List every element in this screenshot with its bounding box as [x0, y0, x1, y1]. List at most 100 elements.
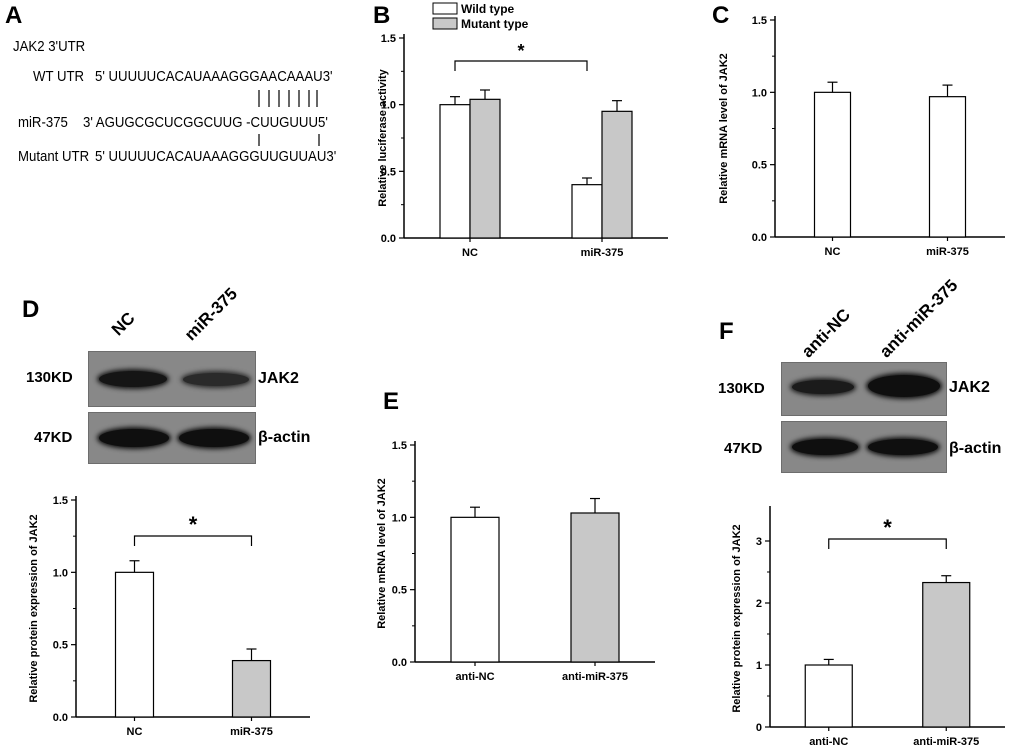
panel-letter-e: E: [383, 388, 400, 415]
blot-d-protein-jak2: JAK2: [258, 370, 299, 387]
x-tick-label: NC: [825, 246, 841, 258]
y-tick-label: 0.0: [752, 232, 767, 244]
x-tick-label: anti-miR-375: [913, 736, 979, 748]
x-tick-label: miR-375: [581, 247, 624, 259]
y-tick-label: 1.5: [392, 440, 407, 452]
y-axis-label: Relative mRNA level of JAK2: [718, 53, 730, 204]
bar: [450, 516, 500, 663]
legend-label: Mutant type: [461, 17, 529, 31]
blot-band: [183, 373, 249, 386]
blot-d-size-jak2: 130KD: [26, 369, 73, 386]
mir375-label: miR-375: [18, 114, 68, 131]
significance-star: *: [517, 41, 524, 61]
blot-d-size-actin: 47KD: [34, 429, 73, 446]
y-tick-label: 0: [756, 722, 762, 734]
legend-label: Wild type: [461, 2, 515, 16]
chart-c-mrna: 0.0 0.5 1.0 1.5 NC miR-375 Relative mRNA level…: [718, 15, 1005, 258]
x-tick-label: miR-375: [230, 726, 273, 738]
mir375-sequence: 3' AGUGCGCUCGGCUUG -CUUGUUU5': [83, 114, 328, 131]
blot-f-size-actin: 47KD: [724, 440, 763, 457]
chart-f-protein: 0 1 2 3 anti-NC anti-miR-375 Relative protein …: [731, 506, 1005, 748]
bar: [570, 512, 620, 663]
x-tick-label: anti-NC: [809, 736, 848, 748]
panel-letter-d: D: [22, 296, 40, 323]
blot-d-actin-strip: [88, 412, 256, 464]
y-axis-label: Relative mRNA level of JAK2: [376, 478, 388, 629]
y-axis-label: Relative protein expression of JAK2: [731, 524, 743, 712]
x-tick-label: NC: [462, 247, 478, 259]
x-tick-label: anti-NC: [455, 671, 494, 683]
y-tick-label: 0.0: [53, 712, 68, 724]
panel-letter-b: B: [373, 2, 391, 29]
y-tick-label: 1.0: [381, 100, 396, 112]
mutant-utr-label: Mutant UTR: [18, 148, 90, 165]
blot-f-protein-jak2: JAK2: [949, 379, 990, 396]
blot-f-size-jak2: 130KD: [718, 380, 765, 397]
bar: [922, 581, 971, 728]
y-tick-label: 0.5: [381, 166, 396, 178]
y-tick-label: 0.0: [381, 233, 396, 245]
y-tick-label: 1.0: [752, 87, 767, 99]
y-tick-label: 1.0: [392, 512, 407, 524]
chart-e-mrna: 0.0 0.5 1.0 1.5 anti-NC anti-miR-375 Relative …: [376, 440, 655, 683]
blot-band: [868, 439, 938, 455]
blot-band: [868, 375, 940, 397]
y-tick-label: 0.5: [53, 640, 68, 652]
blot-f-actin-strip: [781, 421, 947, 473]
panel-letter-f: F: [719, 318, 734, 345]
legend-swatch: [432, 2, 458, 15]
significance-star: *: [883, 515, 892, 540]
y-axis-label: Relative luciferase activity: [377, 68, 389, 206]
blot-band: [792, 380, 854, 394]
x-tick-label: anti-miR-375: [562, 671, 628, 683]
bar: [601, 110, 633, 239]
x-tick-label: NC: [127, 726, 143, 738]
blot-band: [99, 429, 169, 447]
blot-d-jak2-strip: [88, 351, 256, 407]
blot-d-lane-1: NC: [107, 308, 139, 340]
y-tick-label: 0.0: [392, 657, 407, 669]
bar: [928, 96, 967, 238]
panel-letter-a: A: [5, 2, 23, 29]
wt-utr-label: WT UTR: [33, 68, 85, 85]
y-tick-label: 3: [756, 536, 762, 548]
blot-band: [179, 429, 249, 447]
bar: [813, 91, 852, 238]
bar: [469, 98, 501, 239]
blot-f-lane-2: anti-miR-375: [875, 275, 962, 362]
y-tick-label: 1.5: [381, 33, 396, 45]
blot-f-protein-actin: β-actin: [949, 440, 1002, 457]
significance-bracket: [133, 535, 253, 546]
y-axis-label: Relative protein expression of JAK2: [28, 514, 40, 702]
significance-bracket: [828, 538, 947, 549]
bar: [571, 184, 603, 239]
chart-d-protein: 0.0 0.5 1.0 1.5 NC miR-375 Relative protein ex…: [28, 495, 310, 738]
legend-swatch: [432, 17, 458, 30]
y-tick-label: 1.5: [752, 15, 767, 27]
y-tick-label: 0.5: [752, 160, 767, 172]
bar: [804, 664, 853, 728]
x-tick-label: miR-375: [926, 246, 969, 258]
blot-f-jak2-strip: [781, 362, 947, 416]
significance-bracket: [454, 60, 588, 71]
y-tick-label: 1.5: [53, 495, 68, 507]
y-tick-label: 0.5: [392, 585, 407, 597]
bar: [114, 571, 155, 718]
blot-f-lane-1: anti-NC: [797, 305, 855, 362]
y-tick-label: 1.0: [53, 567, 68, 579]
utr-title: JAK2 3'UTR: [13, 38, 86, 55]
blot-d-protein-actin: β-actin: [258, 429, 311, 446]
mutant-utr-sequence: 5' UUUUUCACAUAAAGGGUUGUUAU3': [95, 148, 337, 165]
chart-b-luciferase: 0.0 0.5 1.0 1.5 NC miR-375 Relative luciferase…: [377, 2, 668, 259]
blot-band: [792, 439, 858, 455]
bar: [231, 659, 272, 718]
wt-utr-sequence: 5' UUUUUCACAUAAAGGGAACAAAU3': [95, 68, 333, 85]
y-tick-label: 2: [756, 598, 762, 610]
blot-d-lane-2: miR-375: [180, 284, 242, 345]
pairing-lines: [258, 90, 320, 146]
blot-band: [99, 371, 167, 387]
significance-star: *: [189, 512, 198, 537]
bar: [439, 104, 471, 239]
panel-letter-c: C: [712, 2, 730, 29]
y-tick-label: 1: [756, 660, 762, 672]
